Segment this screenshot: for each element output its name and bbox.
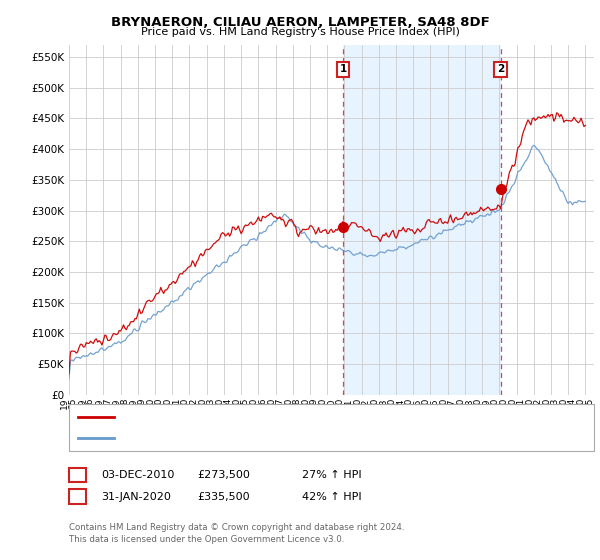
Text: HPI: Average price, detached house, Ceredigion: HPI: Average price, detached house, Cere… bbox=[118, 433, 368, 443]
Text: £273,500: £273,500 bbox=[197, 470, 250, 480]
Text: 42% ↑ HPI: 42% ↑ HPI bbox=[302, 492, 361, 502]
Text: 1: 1 bbox=[340, 64, 347, 74]
Text: 27% ↑ HPI: 27% ↑ HPI bbox=[302, 470, 361, 480]
Text: £335,500: £335,500 bbox=[197, 492, 250, 502]
Text: Contains HM Land Registry data © Crown copyright and database right 2024.: Contains HM Land Registry data © Crown c… bbox=[69, 523, 404, 532]
Text: 1: 1 bbox=[74, 470, 81, 480]
Text: BRYNAERON, CILIAU AERON, LAMPETER, SA48 8DF: BRYNAERON, CILIAU AERON, LAMPETER, SA48 … bbox=[110, 16, 490, 29]
Text: This data is licensed under the Open Government Licence v3.0.: This data is licensed under the Open Gov… bbox=[69, 535, 344, 544]
Text: 31-JAN-2020: 31-JAN-2020 bbox=[101, 492, 170, 502]
Text: 2: 2 bbox=[74, 492, 81, 502]
Text: Price paid vs. HM Land Registry's House Price Index (HPI): Price paid vs. HM Land Registry's House … bbox=[140, 27, 460, 37]
Text: BRYNAERON, CILIAU AERON, LAMPETER, SA48 8DF (detached house): BRYNAERON, CILIAU AERON, LAMPETER, SA48 … bbox=[118, 412, 476, 422]
Bar bbox=[343, 45, 501, 395]
Text: 03-DEC-2010: 03-DEC-2010 bbox=[101, 470, 174, 480]
Text: 2: 2 bbox=[497, 64, 505, 74]
